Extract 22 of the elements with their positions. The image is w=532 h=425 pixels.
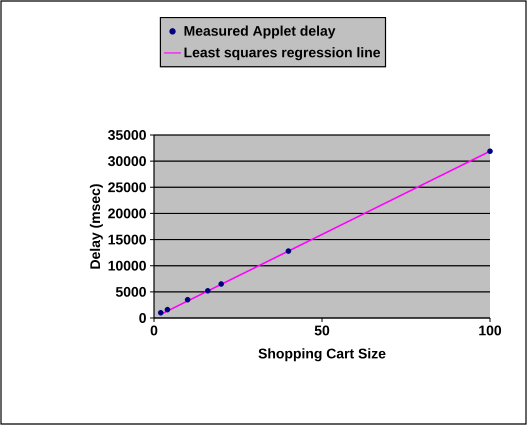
point — [218, 281, 224, 287]
y-tick-label: 15000 — [108, 234, 146, 245]
y-tick-label: 5000 — [116, 286, 146, 297]
y-tick-label: 30000 — [108, 156, 146, 166]
y-tick-label: 20000 — [108, 208, 146, 218]
y-tick-label: 35000 — [108, 130, 146, 140]
y-tick-label: 10000 — [108, 260, 146, 271]
legend-label: Least squares regression line — [184, 47, 380, 60]
x-tick-label: 50 — [314, 326, 330, 336]
point — [487, 148, 493, 154]
point — [204, 288, 211, 294]
point — [164, 306, 170, 312]
x-tick-label: 0 — [150, 326, 158, 336]
point — [286, 248, 292, 254]
point — [184, 296, 190, 302]
y-tick-label: 0 — [139, 313, 146, 323]
y-axis-title: Delay (msec) — [90, 184, 103, 269]
legend-label: Measured Applet delay — [184, 26, 336, 39]
point — [158, 310, 164, 316]
y-tick-label: 25000 — [108, 182, 146, 192]
x-axis-title: Shopping Cart Size — [258, 348, 386, 362]
x-tick-label: 100 — [479, 326, 502, 336]
